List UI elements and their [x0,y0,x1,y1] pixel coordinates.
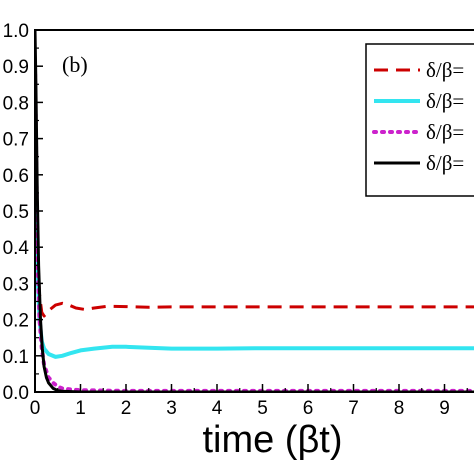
y-tick-label: 0.5 [3,202,29,223]
legend-label-4: δ/β= [426,151,464,175]
panel-label: (b) [62,52,88,77]
x-tick-label: 1 [75,398,86,419]
x-tick-label: 0 [30,398,41,419]
x-tick-label: 2 [121,398,132,419]
y-tick-label: 0.0 [3,383,29,404]
x-tick-label: 3 [166,398,177,419]
x-axis-title: time (βt) [202,419,342,461]
y-tick-label: 0.9 [3,57,29,78]
y-tick-label: 0.2 [3,311,29,332]
legend-label-2: δ/β= [426,89,464,113]
y-tick-label: 0.7 [3,130,29,151]
y-tick-label: 0.8 [3,93,29,114]
x-tick-label: 4 [212,398,223,419]
legend: δ/β= δ/β= δ/β= δ/β= [365,43,474,197]
y-tick-label: 0.1 [3,347,29,368]
x-tick-label: 7 [348,398,359,419]
x-tick-label: 9 [439,398,450,419]
y-tick-label: 0.6 [3,166,29,187]
y-tick-label: 1.0 [3,21,29,42]
ticks-layer: 012345678910.00.10.20.30.40.50.60.70.80.… [3,21,468,419]
legend-label-3: δ/β= [426,120,464,144]
y-tick-label: 0.4 [3,238,30,259]
x-tick-label: 5 [257,398,268,419]
x-tick-label: 6 [303,398,314,419]
x-tick-label: 8 [394,398,405,419]
legend-label-1: δ/β= [426,58,464,82]
y-tick-label: 0.3 [3,274,29,295]
